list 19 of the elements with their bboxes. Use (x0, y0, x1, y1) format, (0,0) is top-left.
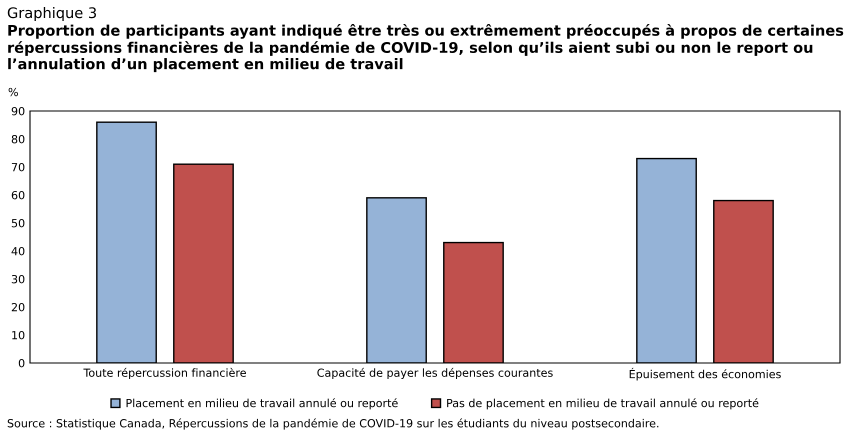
chart-subtitle: Proportion de participants ayant indiqué être très ou extrêmement préoccupés à propos de certaines répercussions financières de la pandémie de COVID-19, selon qu’ils aient subi ou non le report ou l’annulation d’un placement en milieu de travail (8, 24, 844, 72)
y-tick-label: 20 (12, 302, 24, 312)
y-tick-label: 90 (12, 106, 24, 116)
x-tick-label: Épuisement des économies (630, 368, 781, 380)
y-tick-label: 10 (12, 330, 24, 340)
y-tick-label: 60 (12, 190, 24, 200)
y-tick-label: 50 (12, 218, 24, 228)
y-tick-label: 40 (12, 246, 24, 256)
x-tick-label: Capacité de payer les dépenses courantes (317, 368, 553, 380)
y-tick-label: 0 (18, 358, 24, 368)
legend-label: Placement en milieu de travail annulé ou reporté (126, 398, 398, 410)
source-note: Source : Statistique Canada, Répercussions de la pandémie de COVID-19 sur les étudiants du niveau postsecondaire. (8, 418, 658, 430)
y-tick-label: 30 (12, 274, 24, 284)
y-tick-label: 80 (12, 134, 24, 144)
x-tick-label: Toute répercussion financière (83, 368, 246, 380)
y-tick-label: 70 (12, 162, 24, 172)
y-axis-title: % (8, 88, 18, 96)
legend-label: Pas de placement en milieu de travail annulé ou reporté (447, 398, 758, 410)
chart-title: Graphique 3 (8, 6, 96, 22)
